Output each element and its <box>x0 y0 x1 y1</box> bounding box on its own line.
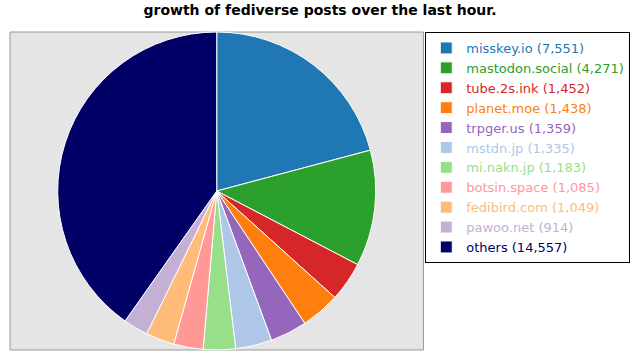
svg-text:pawoo.net (914): pawoo.net (914) <box>466 220 573 235</box>
svg-text:mi.nakn.jp (1,183): mi.nakn.jp (1,183) <box>466 160 586 175</box>
svg-text:botsin.space (1,085): botsin.space (1,085) <box>466 180 600 195</box>
svg-text:mstdn.jp (1,335): mstdn.jp (1,335) <box>466 141 575 156</box>
svg-text:planet.moe (1,438): planet.moe (1,438) <box>466 101 591 116</box>
svg-text:fedibird.com (1,049): fedibird.com (1,049) <box>466 200 599 215</box>
svg-text:trpger.us (1,359): trpger.us (1,359) <box>466 121 576 136</box>
svg-text:others (14,557): others (14,557) <box>466 240 567 255</box>
svg-text:tube.2s.ink (1,452): tube.2s.ink (1,452) <box>466 81 590 96</box>
svg-text:growth of fediverse posts over: growth of fediverse posts over the last … <box>143 2 496 18</box>
svg-text:mastodon.social (4,271): mastodon.social (4,271) <box>466 61 624 76</box>
svg-text:misskey.io (7,551): misskey.io (7,551) <box>466 41 584 56</box>
